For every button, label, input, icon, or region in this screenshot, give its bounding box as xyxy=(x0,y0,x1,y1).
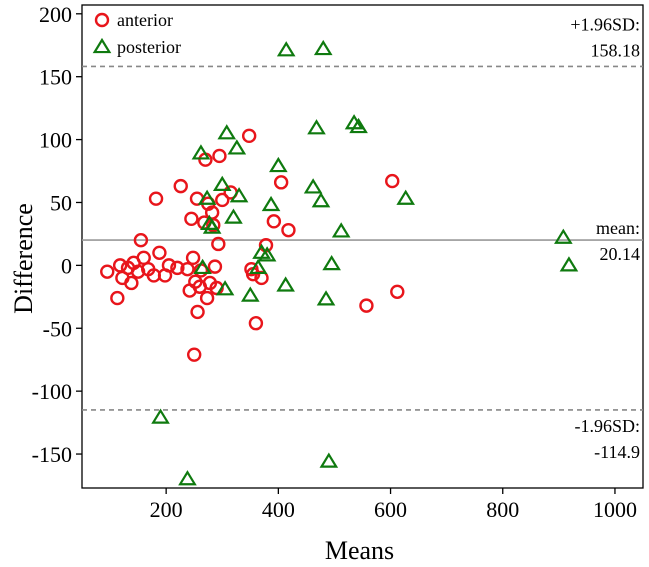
upper-loa-label-value: 158.18 xyxy=(591,40,641,60)
anterior-point xyxy=(112,258,128,273)
posterior-point xyxy=(276,276,295,292)
posterior-point xyxy=(349,117,368,134)
legend-marker-anterior xyxy=(94,12,110,28)
y-tick-label: 200 xyxy=(39,2,72,27)
anterior-point xyxy=(390,284,405,299)
posterior-point xyxy=(261,195,281,212)
posterior-point xyxy=(151,408,170,424)
data-points xyxy=(100,39,579,486)
posterior-point xyxy=(311,192,331,208)
anterior-point xyxy=(215,192,230,208)
mean-label-top: mean: xyxy=(596,218,640,238)
lower-loa-label-top: -1.96SD: xyxy=(574,416,640,436)
posterior-point xyxy=(229,187,249,203)
anterior-point xyxy=(133,233,149,248)
y-tick-label: 100 xyxy=(39,128,72,153)
posterior-point xyxy=(396,189,416,205)
anterior-point xyxy=(248,316,264,331)
posterior-point xyxy=(313,39,333,56)
anterior-point xyxy=(170,260,185,276)
anterior-point xyxy=(207,259,223,274)
posterior-point xyxy=(269,156,288,173)
y-axis-label: Difference xyxy=(9,203,38,314)
posterior-point xyxy=(193,258,212,275)
posterior-point xyxy=(212,175,232,192)
anterior-point xyxy=(110,290,125,306)
posterior-point xyxy=(554,228,573,244)
axis-ticks: 200 400 600 800 1000 200 150 100 50 0 -50 -100 -150 xyxy=(32,2,637,522)
anterior-point xyxy=(241,128,257,144)
posterior-point xyxy=(191,144,211,160)
anterior-point xyxy=(212,148,227,164)
x-tick-label: 800 xyxy=(486,497,519,522)
posterior-point xyxy=(303,178,323,194)
posterior-point xyxy=(202,218,222,234)
posterior-point xyxy=(224,208,243,224)
reference-lines: +1.96SD: 158.18 mean: 20.14 -1.96SD: -114.9 xyxy=(82,14,643,462)
anterior-point xyxy=(130,264,146,279)
anterior-point xyxy=(385,173,400,189)
x-tick-label: 1000 xyxy=(593,497,637,522)
upper-loa-label-top: +1.96SD: xyxy=(570,14,640,34)
anterior-point xyxy=(359,298,374,313)
y-tick-label: 50 xyxy=(50,190,72,215)
y-tick-label: 150 xyxy=(39,65,72,90)
y-tick-label: -100 xyxy=(32,379,72,404)
anterior-point xyxy=(281,222,296,238)
x-tick-label: 200 xyxy=(150,497,183,522)
anterior-point xyxy=(100,264,115,279)
posterior-point xyxy=(257,246,277,262)
mean-label-value: 20.14 xyxy=(600,244,641,264)
posterior-point xyxy=(215,280,235,296)
legend-label-posterior: posterior xyxy=(117,37,181,57)
anterior-point xyxy=(161,258,177,273)
y-tick-label: -50 xyxy=(43,316,72,341)
anterior-point xyxy=(273,175,289,190)
posterior-point xyxy=(316,290,336,306)
posterior-point xyxy=(178,470,197,486)
x-axis-label: Means xyxy=(325,536,394,565)
anterior-point xyxy=(190,304,205,320)
anterior-point xyxy=(206,217,221,233)
posterior-point xyxy=(276,41,296,57)
legend-label-anterior: anterior xyxy=(117,10,173,30)
anterior-point xyxy=(148,191,164,206)
posterior-point xyxy=(559,256,579,272)
anterior-point xyxy=(185,250,201,266)
anterior-point xyxy=(266,214,282,229)
anterior-point xyxy=(186,347,202,362)
anterior-point xyxy=(199,290,215,306)
posterior-point xyxy=(248,258,268,275)
y-tick-label: -150 xyxy=(32,442,72,467)
legend: anterior posterior xyxy=(92,10,181,57)
posterior-point xyxy=(240,286,260,302)
posterior-point xyxy=(331,222,351,238)
anterior-point xyxy=(124,275,139,291)
posterior-point xyxy=(307,119,326,135)
posterior-point xyxy=(217,124,237,140)
anterior-point xyxy=(211,236,226,252)
posterior-point xyxy=(227,139,247,155)
anterior-point xyxy=(180,261,195,277)
lower-loa-label-value: -114.9 xyxy=(594,442,640,462)
anterior-point xyxy=(173,178,188,194)
legend-marker-posterior xyxy=(92,37,112,54)
x-tick-label: 600 xyxy=(374,497,407,522)
anterior-point xyxy=(184,211,199,227)
x-tick-label: 400 xyxy=(262,497,295,522)
posterior-point xyxy=(322,254,341,271)
y-tick-label: 0 xyxy=(61,253,72,278)
posterior-point xyxy=(319,452,339,468)
plot-area-frame xyxy=(81,4,644,489)
posterior-point xyxy=(197,189,217,205)
anterior-point xyxy=(152,245,167,260)
